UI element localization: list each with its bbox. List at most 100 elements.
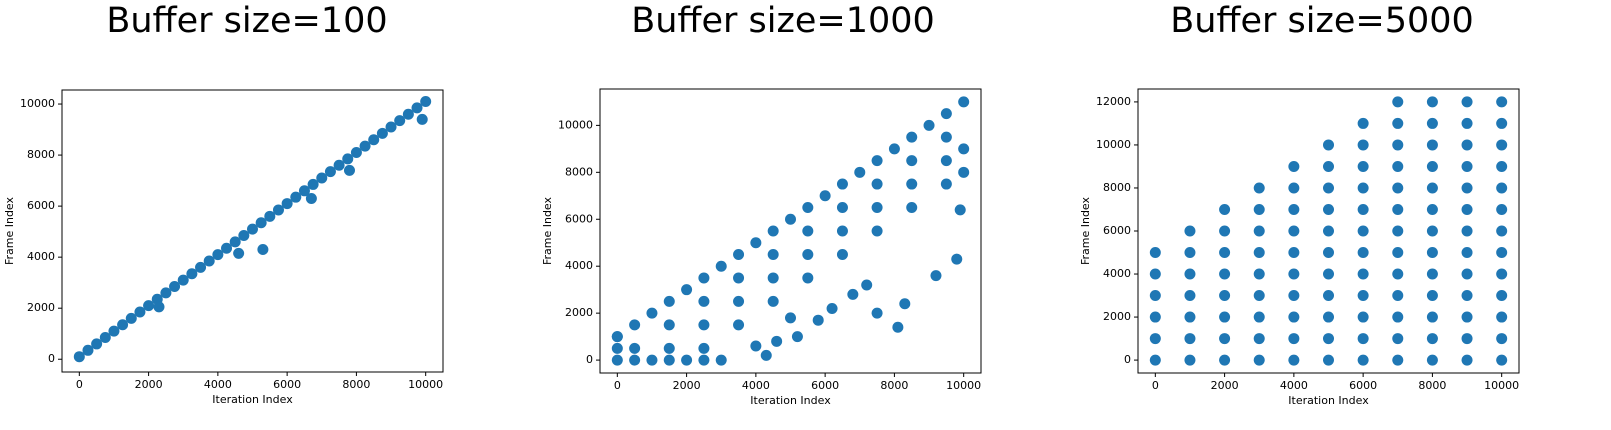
point xyxy=(1426,225,1438,237)
point xyxy=(1149,354,1161,366)
point xyxy=(1288,225,1300,237)
point xyxy=(247,223,258,235)
point xyxy=(1357,333,1369,345)
x-axis-label: Iteration Index xyxy=(212,393,293,406)
point xyxy=(698,342,710,354)
x-axis-label: Iteration Index xyxy=(1288,394,1369,407)
point xyxy=(715,354,727,366)
point xyxy=(1392,203,1404,215)
point xyxy=(733,319,745,331)
point xyxy=(1461,333,1473,345)
point xyxy=(1496,354,1508,366)
x-tick-label: 10000 xyxy=(1484,379,1519,392)
point xyxy=(836,225,848,237)
point xyxy=(836,202,848,214)
point xyxy=(1149,333,1161,345)
x-tick-label: 10000 xyxy=(408,378,443,391)
point xyxy=(1461,311,1473,323)
point xyxy=(1461,247,1473,259)
point xyxy=(1288,333,1300,345)
point xyxy=(1461,96,1473,108)
point xyxy=(290,191,302,203)
point xyxy=(169,281,181,293)
point xyxy=(1426,268,1438,280)
y-tick-label: 6000 xyxy=(1103,224,1131,237)
x-tick-label: 2000 xyxy=(1211,379,1239,392)
point xyxy=(1288,247,1300,259)
point xyxy=(791,331,803,343)
point xyxy=(233,247,245,259)
point xyxy=(1219,203,1231,215)
point xyxy=(82,344,94,356)
y-tick-label: 4000 xyxy=(565,259,593,272)
point xyxy=(368,134,380,146)
point xyxy=(1357,290,1369,302)
point xyxy=(1219,225,1231,237)
point xyxy=(646,354,658,366)
x-tick-label: 6000 xyxy=(273,378,301,391)
y-tick-label: 4000 xyxy=(1103,267,1131,280)
point xyxy=(1253,333,1265,345)
point xyxy=(899,298,911,310)
point xyxy=(1184,311,1196,323)
point xyxy=(663,354,675,366)
y-tick-label: 2000 xyxy=(27,301,55,314)
point xyxy=(861,279,873,291)
point xyxy=(108,325,120,337)
point xyxy=(350,147,362,159)
point xyxy=(767,295,779,307)
point xyxy=(854,166,866,178)
point xyxy=(1357,354,1369,366)
axes-frame xyxy=(599,88,982,374)
point xyxy=(1323,247,1334,259)
point xyxy=(698,319,710,331)
point xyxy=(958,143,970,155)
x-tick-label: 6000 xyxy=(1349,379,1377,392)
point xyxy=(177,274,189,286)
point xyxy=(871,202,883,214)
y-tick-label: 10000 xyxy=(558,118,593,131)
point xyxy=(681,354,693,366)
point xyxy=(1253,203,1265,215)
chart-title: Buffer size=100 xyxy=(106,1,387,41)
x-tick-label: 2000 xyxy=(673,379,701,392)
point xyxy=(663,295,675,307)
point xyxy=(826,302,838,314)
x-tick-label: 4000 xyxy=(1280,379,1308,392)
point xyxy=(958,166,970,178)
point xyxy=(785,312,796,324)
point xyxy=(1288,160,1300,172)
point xyxy=(906,202,918,214)
point xyxy=(802,248,814,260)
y-tick-label: 6000 xyxy=(565,212,593,225)
point xyxy=(1219,290,1231,302)
point xyxy=(1426,160,1438,172)
point xyxy=(298,185,310,197)
x-tick-label: 4000 xyxy=(742,379,770,392)
x-tick-label: 0 xyxy=(1152,379,1159,392)
point xyxy=(954,204,966,216)
x-tick-label: 0 xyxy=(76,378,83,391)
point xyxy=(402,108,414,120)
y-tick-label: 0 xyxy=(586,353,593,366)
point xyxy=(212,249,224,261)
point xyxy=(1392,160,1404,172)
point xyxy=(1461,203,1473,215)
point xyxy=(611,331,623,343)
point xyxy=(802,225,814,237)
x-tick-label: 2000 xyxy=(135,378,163,391)
point xyxy=(1357,311,1369,323)
point xyxy=(750,237,762,249)
point xyxy=(771,335,783,347)
point xyxy=(1461,139,1473,151)
point xyxy=(1323,290,1334,302)
point xyxy=(750,340,762,352)
x-tick-label: 10000 xyxy=(946,379,981,392)
point xyxy=(1253,182,1265,194)
chart-title: Buffer size=1000 xyxy=(631,1,935,41)
point xyxy=(611,342,623,354)
point xyxy=(385,121,397,133)
y-tick-label: 8000 xyxy=(27,148,55,161)
point xyxy=(1496,117,1508,129)
